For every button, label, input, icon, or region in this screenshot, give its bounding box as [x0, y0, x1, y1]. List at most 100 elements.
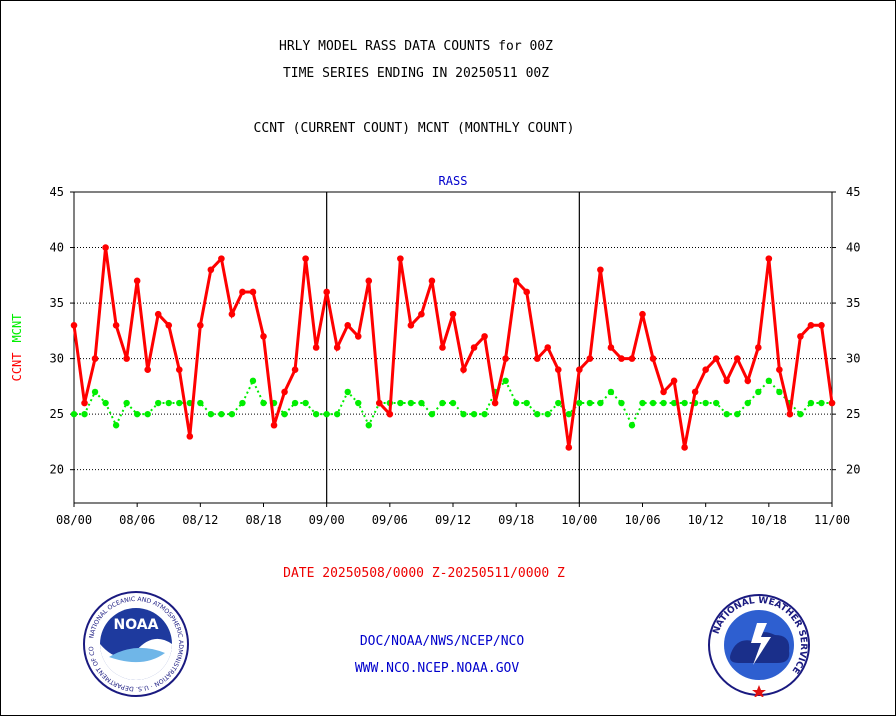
data-point-mcnt	[218, 410, 225, 418]
data-point-ccnt	[670, 377, 678, 385]
data-point-mcnt	[249, 377, 257, 385]
data-point-mcnt	[260, 399, 267, 407]
data-point-mcnt	[355, 399, 362, 407]
header-line-3: CCNT (CURRENT COUNT) MCNT (MONTHLY COUNT…	[253, 121, 575, 136]
y-tick-label-right: 35	[846, 296, 860, 310]
data-point-ccnt	[523, 288, 530, 296]
y-axis-label-mcnt: MCNT	[10, 314, 24, 343]
data-point-ccnt	[81, 399, 88, 407]
data-point-mcnt	[755, 388, 762, 396]
data-point-mcnt	[397, 399, 404, 407]
data-point-mcnt	[228, 410, 236, 418]
noaa-logo-text: NOAA	[114, 617, 159, 633]
data-point-ccnt	[491, 399, 499, 407]
data-point-mcnt	[365, 422, 372, 429]
data-point-ccnt	[470, 344, 478, 351]
data-point-ccnt	[207, 266, 215, 274]
x-tick-label: 10/06	[624, 513, 660, 527]
data-point-mcnt	[407, 399, 415, 407]
data-point-mcnt	[734, 410, 741, 418]
data-point-ccnt	[186, 433, 194, 440]
data-point-mcnt	[112, 422, 120, 429]
data-point-ccnt	[818, 321, 825, 329]
data-point-mcnt	[797, 410, 804, 418]
plot-frame	[73, 191, 833, 504]
data-point-ccnt	[607, 344, 615, 351]
data-point-mcnt	[165, 399, 172, 407]
data-point-mcnt	[544, 410, 551, 418]
data-point-mcnt	[702, 399, 709, 407]
data-point-mcnt	[565, 410, 573, 418]
data-point-ccnt	[628, 355, 636, 362]
data-point-mcnt	[439, 399, 446, 407]
data-point-mcnt	[449, 399, 457, 407]
data-point-ccnt	[449, 310, 457, 318]
data-point-mcnt	[586, 399, 594, 407]
data-point-ccnt	[807, 321, 815, 329]
data-point-mcnt	[123, 399, 130, 407]
data-point-ccnt	[660, 388, 667, 396]
y-tick-label-left: 40	[50, 241, 64, 255]
data-point-mcnt	[207, 410, 215, 418]
data-point-ccnt	[407, 321, 415, 329]
y-tick-label-left: 45	[50, 185, 64, 199]
data-point-ccnt	[797, 333, 804, 340]
data-point-ccnt	[723, 377, 731, 385]
data-point-mcnt	[555, 399, 562, 407]
data-point-ccnt	[702, 366, 709, 374]
x-tick-label: 08/18	[245, 513, 281, 527]
data-point-ccnt	[533, 355, 541, 362]
header-line-2: TIME SERIES ENDING IN 20250511 00Z	[282, 66, 550, 81]
data-point-ccnt	[691, 388, 699, 396]
data-point-ccnt	[365, 277, 373, 285]
data-point-ccnt	[576, 366, 583, 374]
y-axis-label-ccnt: CCNT	[10, 353, 24, 382]
data-point-ccnt	[123, 355, 130, 362]
y-tick-label-right: 30	[846, 352, 860, 366]
data-point-ccnt	[102, 244, 109, 251]
data-point-mcnt	[460, 410, 467, 418]
data-point-ccnt	[554, 366, 562, 374]
data-point-mcnt	[133, 410, 141, 418]
data-point-mcnt	[807, 399, 815, 407]
data-point-ccnt	[112, 321, 120, 329]
data-point-mcnt	[523, 399, 530, 407]
x-tick-label: 08/12	[182, 513, 218, 527]
data-point-mcnt	[660, 399, 667, 407]
data-point-mcnt	[81, 410, 88, 418]
data-point-mcnt	[91, 388, 99, 396]
x-tick-label: 10/12	[688, 513, 724, 527]
data-point-ccnt	[618, 355, 625, 362]
data-point-mcnt	[712, 399, 720, 407]
data-point-ccnt	[91, 355, 99, 362]
data-point-ccnt	[733, 355, 741, 362]
data-point-mcnt	[723, 410, 730, 418]
data-point-mcnt	[628, 422, 636, 429]
series-line-ccnt	[72, 247, 834, 448]
data-point-mcnt	[512, 399, 520, 407]
data-point-mcnt	[239, 399, 246, 407]
data-point-ccnt	[681, 444, 688, 451]
data-point-mcnt	[618, 399, 625, 407]
data-point-ccnt	[397, 255, 404, 262]
x-tick-label: 08/00	[56, 513, 92, 527]
y-tick-label-right: 40	[846, 241, 860, 255]
y-tick-label-right: 20	[846, 463, 860, 477]
data-point-mcnt	[344, 388, 351, 396]
data-point-mcnt	[670, 399, 678, 407]
data-point-ccnt	[154, 310, 162, 318]
website-label: WWW.NCO.NCEP.NOAA.GOV	[354, 661, 520, 676]
data-point-mcnt	[418, 399, 425, 407]
y-tick-label-right: 45	[846, 185, 860, 199]
data-point-ccnt	[281, 388, 288, 396]
data-point-ccnt	[428, 277, 436, 285]
data-point-mcnt	[818, 399, 825, 407]
data-point-ccnt	[249, 288, 257, 296]
data-point-ccnt	[344, 321, 352, 329]
y-axis-label: CCNT MCNT	[10, 314, 24, 382]
data-point-mcnt	[597, 399, 604, 407]
y-tick-label-left: 20	[50, 463, 64, 477]
data-point-mcnt	[776, 388, 783, 396]
